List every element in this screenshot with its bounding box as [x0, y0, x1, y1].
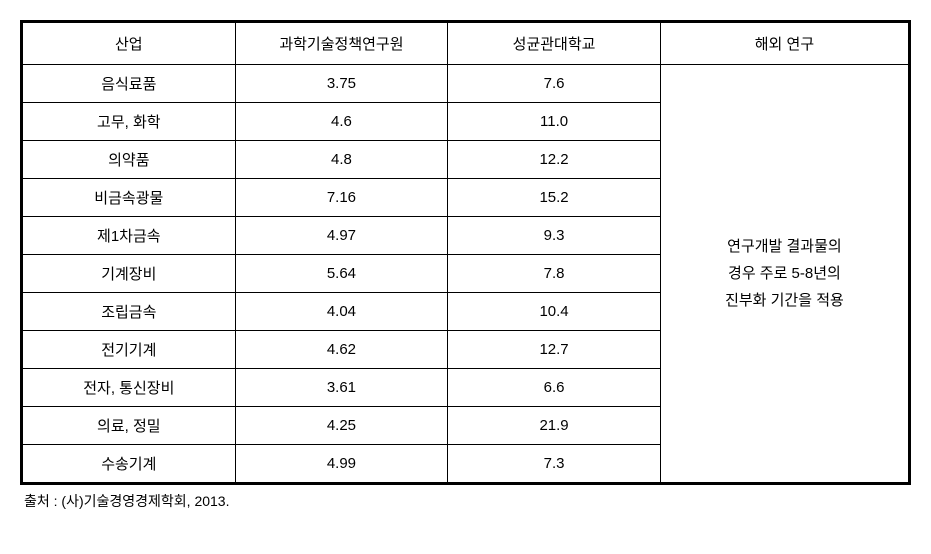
source-citation: 출처 : (사)기술경영경제학회, 2013. — [20, 491, 911, 511]
cell-industry: 고무, 화학 — [23, 103, 236, 141]
cell-industry: 전자, 통신장비 — [23, 369, 236, 407]
cell-stepi: 4.8 — [235, 141, 448, 179]
header-stepi: 과학기술정책연구원 — [235, 23, 448, 65]
cell-stepi: 4.04 — [235, 293, 448, 331]
cell-stepi: 7.16 — [235, 179, 448, 217]
table-row: 음식료품 3.75 7.6 연구개발 결과물의 경우 주로 5-8년의 진부화 … — [23, 65, 909, 103]
cell-skku: 6.6 — [448, 369, 661, 407]
cell-skku: 21.9 — [448, 407, 661, 445]
cell-industry: 기계장비 — [23, 255, 236, 293]
cell-skku: 7.6 — [448, 65, 661, 103]
cell-industry: 조립금속 — [23, 293, 236, 331]
overseas-note-line1: 연구개발 결과물의 — [727, 238, 842, 255]
cell-skku: 7.3 — [448, 445, 661, 483]
cell-skku: 12.2 — [448, 141, 661, 179]
cell-industry: 비금속광물 — [23, 179, 236, 217]
cell-industry: 의료, 정밀 — [23, 407, 236, 445]
cell-stepi: 3.61 — [235, 369, 448, 407]
header-industry: 산업 — [23, 23, 236, 65]
cell-industry: 전기기계 — [23, 331, 236, 369]
cell-industry: 수송기계 — [23, 445, 236, 483]
cell-skku: 15.2 — [448, 179, 661, 217]
cell-stepi: 5.64 — [235, 255, 448, 293]
cell-skku: 10.4 — [448, 293, 661, 331]
cell-stepi: 4.25 — [235, 407, 448, 445]
cell-industry: 제1차금속 — [23, 217, 236, 255]
table-container: 산업 과학기술정책연구원 성균관대학교 해외 연구 음식료품 3.75 7.6 … — [20, 20, 911, 485]
overseas-note-line3: 진부화 기간을 적용 — [725, 292, 844, 309]
cell-stepi: 4.6 — [235, 103, 448, 141]
data-table: 산업 과학기술정책연구원 성균관대학교 해외 연구 음식료품 3.75 7.6 … — [22, 22, 909, 483]
header-skku: 성균관대학교 — [448, 23, 661, 65]
table-body: 음식료품 3.75 7.6 연구개발 결과물의 경우 주로 5-8년의 진부화 … — [23, 65, 909, 483]
cell-skku: 11.0 — [448, 103, 661, 141]
header-row: 산업 과학기술정책연구원 성균관대학교 해외 연구 — [23, 23, 909, 65]
overseas-note-line2: 경우 주로 5-8년의 — [728, 265, 841, 282]
cell-stepi: 4.62 — [235, 331, 448, 369]
cell-stepi: 4.99 — [235, 445, 448, 483]
cell-industry: 음식료품 — [23, 65, 236, 103]
cell-stepi: 3.75 — [235, 65, 448, 103]
header-overseas: 해외 연구 — [660, 23, 908, 65]
cell-overseas-note: 연구개발 결과물의 경우 주로 5-8년의 진부화 기간을 적용 — [660, 65, 908, 483]
cell-industry: 의약품 — [23, 141, 236, 179]
cell-stepi: 4.97 — [235, 217, 448, 255]
cell-skku: 12.7 — [448, 331, 661, 369]
cell-skku: 9.3 — [448, 217, 661, 255]
cell-skku: 7.8 — [448, 255, 661, 293]
